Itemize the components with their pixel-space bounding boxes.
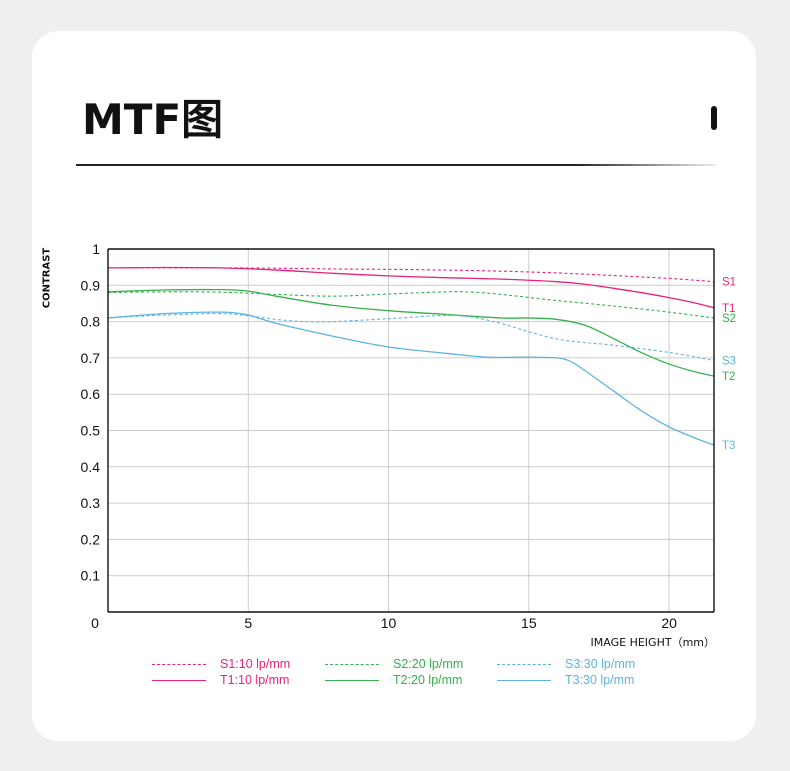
y-tick-label: 0.5 [81,423,101,439]
legend-item-s2: S2:20 lp/mm [325,657,463,671]
legend-label: S1:10 lp/mm [220,657,291,671]
legend-item-t3: T3:30 lp/mm [497,673,634,687]
title-divider [76,164,716,166]
legend-label: T1:10 lp/mm [220,673,290,687]
series-end-label: S2 [722,313,736,325]
legend-swatch [325,663,379,665]
page-title: MTF图 [82,95,224,144]
legend-label: S2:20 lp/mm [393,657,464,671]
series-end-label: T2 [722,371,735,383]
x-tick-label: 10 [381,615,397,631]
x-tick-label: 20 [661,615,677,631]
legend-item-t2: T2:20 lp/mm [325,673,462,687]
series-line-t3 [107,311,715,446]
legend-swatch [325,679,379,681]
y-tick-label: 0.2 [81,531,101,547]
y-tick-label: 0.3 [81,495,101,511]
legend-item-s1: S1:10 lp/mm [152,657,290,671]
y-tick-label: 0.1 [81,568,101,584]
series-line-s1 [107,267,715,283]
y-tick-label: 0.4 [81,459,101,475]
y-tick-label: 0.9 [81,277,101,293]
legend-swatch [497,679,551,681]
legend-swatch [152,679,206,681]
x-tick-label: 15 [521,615,537,631]
y-axis-label: CONTRAST [41,247,53,309]
card [32,31,756,741]
legend-swatch [497,663,551,665]
x-tick-label: 0 [91,615,99,631]
legend-label: T2:20 lp/mm [393,673,463,687]
legend-item-s3: S3:30 lp/mm [497,657,635,671]
y-tick-label: 0.7 [81,350,101,366]
legend-label: S3:30 lp/mm [565,657,636,671]
series-line-t1 [107,266,715,309]
series-end-label: S3 [722,355,736,367]
x-tick-label: 5 [244,615,252,631]
legend-item-t1: T1:10 lp/mm [152,673,289,687]
series-end-label: S1 [722,277,736,289]
series-line-s3 [107,313,715,361]
series-line-t2 [107,288,715,377]
legend-swatch [152,663,206,665]
series-end-label: T3 [722,440,735,452]
y-tick-label: 0.6 [81,386,101,402]
series-end-label: T1 [722,303,735,315]
series-line-s2 [107,291,715,319]
y-tick-label: 0.8 [81,314,101,330]
title-marker [711,106,717,130]
legend-label: T3:30 lp/mm [565,673,635,687]
y-tick-label: 1 [92,241,100,257]
x-axis-label: IMAGE HEIGHT（mm） [590,636,715,649]
